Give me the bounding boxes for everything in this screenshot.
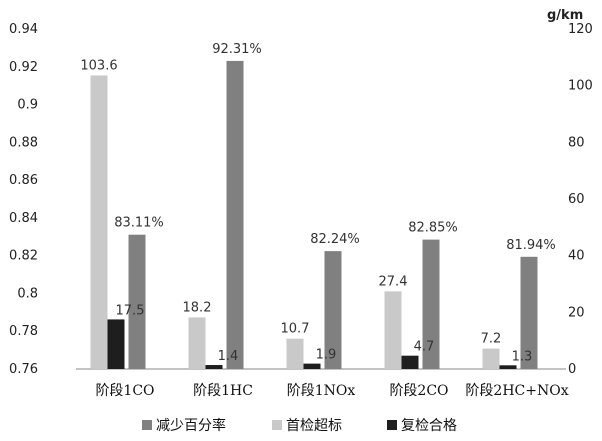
- left-tick-label: 0.78: [9, 324, 38, 339]
- right-tick-label: 100: [568, 79, 593, 94]
- bar: [188, 317, 206, 369]
- data-labels: 103.6 17.5 83.11% 18.2 1.4 92.31% 10.7 1.9 82.24…: [80, 42, 555, 364]
- right-axis-unit: g/km: [547, 8, 583, 23]
- legend-swatch: [387, 420, 397, 430]
- bar: [303, 363, 321, 369]
- bar: [205, 365, 223, 369]
- data-label: 103.6: [80, 58, 117, 73]
- legend-swatch: [142, 420, 152, 430]
- bar: [286, 338, 304, 369]
- bar: [401, 355, 419, 369]
- legend: 减少百分率 首检超标 复检合格: [142, 417, 457, 434]
- category-label: 阶段1NOx: [287, 383, 356, 399]
- right-axis-ticks: 0 20 40 60 80 100 120: [568, 22, 593, 377]
- legend-label: 首检超标: [286, 418, 342, 434]
- bar: [422, 239, 440, 369]
- legend-label: 减少百分率: [156, 417, 226, 434]
- bar: [128, 234, 146, 369]
- right-tick-label: 20: [568, 305, 585, 320]
- left-tick-label: 0.76: [9, 362, 38, 377]
- data-label: 92.31%: [212, 42, 262, 57]
- data-label: 82.85%: [408, 221, 458, 236]
- bar: [107, 319, 125, 369]
- left-tick-label: 0.86: [9, 173, 38, 188]
- data-label: 4.7: [414, 340, 435, 355]
- bars: [90, 60, 538, 370]
- category-label: 阶段2HC+NOx: [465, 383, 568, 399]
- data-label: 27.4: [379, 274, 408, 289]
- category-label: 阶段2CO: [389, 383, 448, 399]
- left-tick-label: 0.94: [9, 22, 38, 37]
- data-label: 18.2: [183, 300, 212, 315]
- left-tick-label: 0.92: [9, 60, 38, 75]
- left-tick-label: 0.88: [9, 135, 38, 150]
- legend-swatch: [272, 420, 282, 430]
- bar: [520, 256, 538, 369]
- right-tick-label: 120: [568, 22, 593, 37]
- data-label: 17.5: [116, 303, 145, 318]
- data-label: 1.4: [218, 349, 239, 364]
- category-labels: 阶段1CO 阶段1HC 阶段1NOx 阶段2CO 阶段2HC+NOx: [95, 383, 568, 399]
- bar: [499, 365, 517, 369]
- left-tick-label: 0.8: [17, 286, 38, 301]
- legend-label: 复检合格: [401, 417, 457, 434]
- left-tick-label: 0.82: [9, 249, 38, 264]
- left-tick-label: 0.9: [17, 98, 38, 113]
- bar: [324, 251, 342, 369]
- left-tick-label: 0.84: [9, 211, 38, 226]
- data-label: 1.9: [316, 348, 337, 363]
- right-tick-label: 40: [568, 249, 585, 264]
- category-label: 阶段1HC: [193, 383, 253, 399]
- data-label: 81.94%: [506, 238, 556, 253]
- bar: [90, 75, 108, 369]
- bar: [226, 60, 244, 370]
- right-tick-label: 80: [568, 135, 585, 150]
- bar: [482, 348, 500, 369]
- right-tick-label: 60: [568, 192, 585, 207]
- right-tick-label: 0: [568, 362, 576, 377]
- data-label: 10.7: [281, 322, 310, 337]
- data-label: 1.3: [512, 349, 533, 364]
- category-label: 阶段1CO: [95, 383, 154, 399]
- data-label: 82.24%: [310, 232, 360, 247]
- left-axis-ticks: 0.76 0.78 0.8 0.82 0.84 0.86 0.88 0.9 0.92 0.94: [9, 22, 38, 377]
- bar: [384, 291, 402, 369]
- data-label: 83.11%: [114, 216, 164, 231]
- data-label: 7.2: [481, 332, 502, 347]
